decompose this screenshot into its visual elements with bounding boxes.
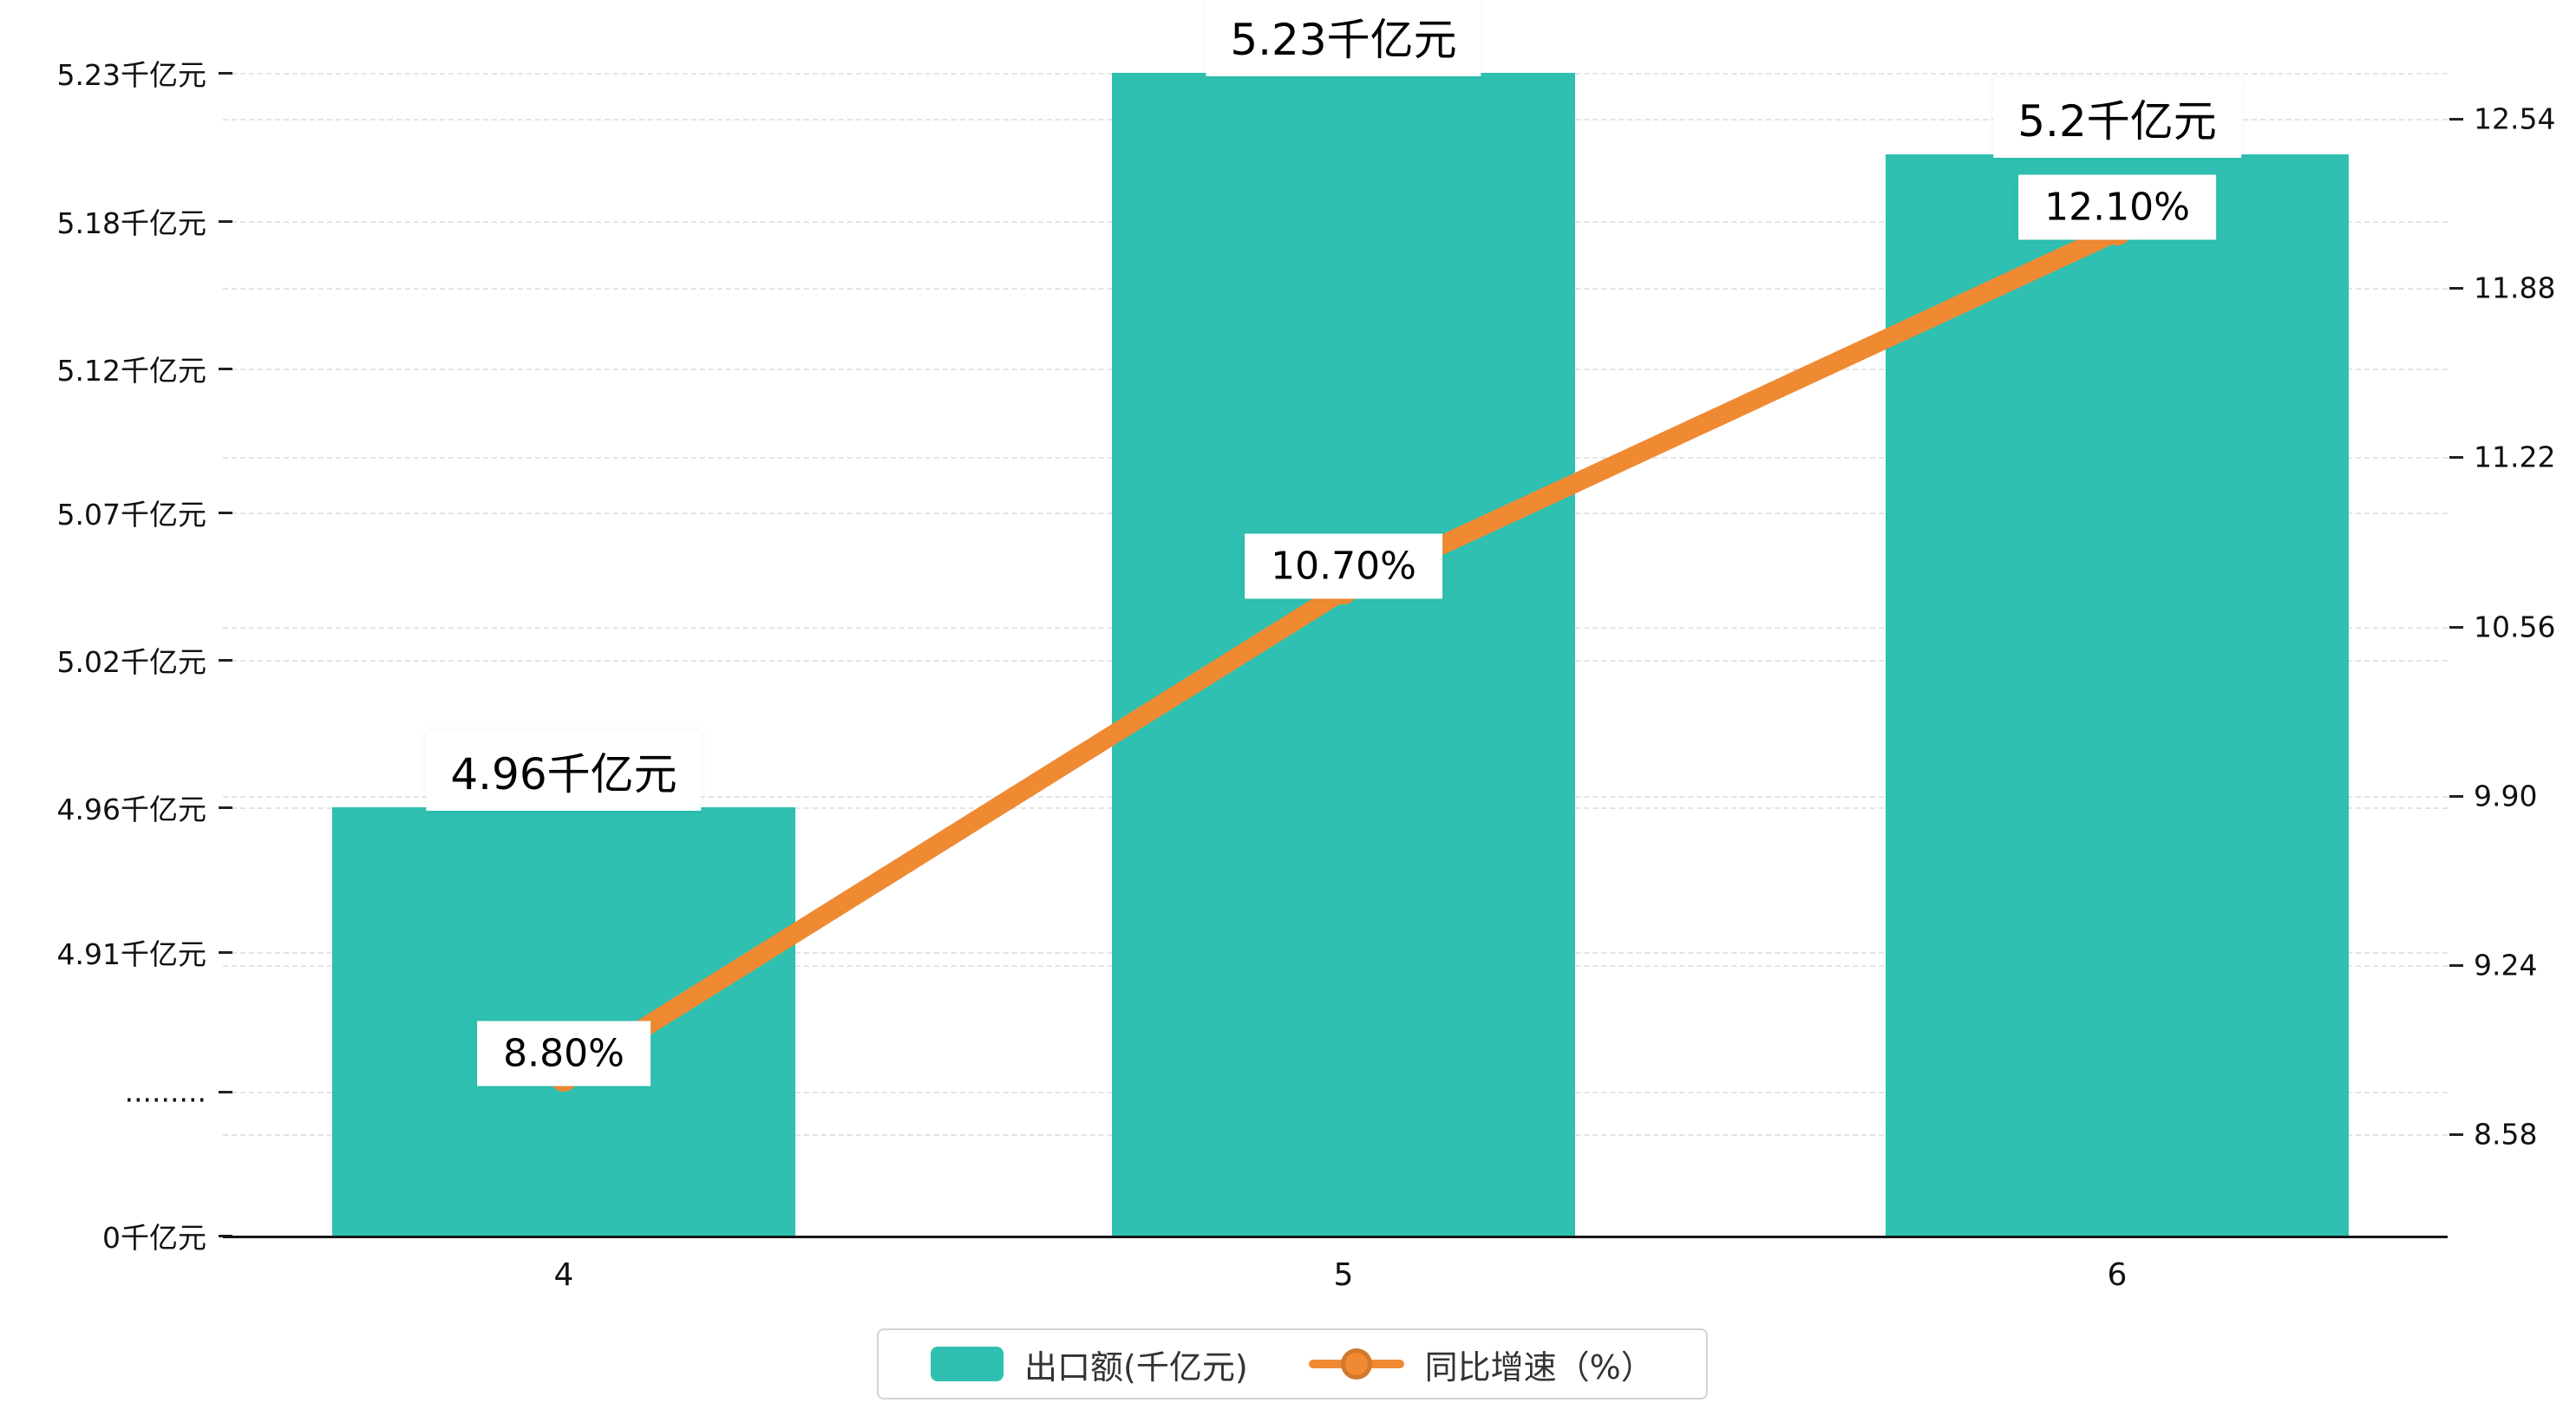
right-axis-tick-mark xyxy=(2449,964,2463,967)
right-axis-tick-label: 9.90 xyxy=(2474,779,2538,813)
x-axis-category-label: 5 xyxy=(1333,1257,1354,1293)
bar-month-6 xyxy=(1886,154,2349,1236)
right-axis-tick-label: 11.22 xyxy=(2474,440,2556,474)
x-axis-category-label: 6 xyxy=(2107,1257,2128,1293)
right-axis-tick-mark xyxy=(2449,287,2463,290)
right-axis-tick-mark xyxy=(2449,795,2463,798)
left-axis-tick-label: 0千亿元 xyxy=(102,1221,206,1255)
left-axis-tick-mark xyxy=(219,659,232,662)
right-axis-tick-label: 10.56 xyxy=(2474,610,2556,644)
x-axis-category-label: 4 xyxy=(553,1257,574,1293)
bar-value-label: 4.96千亿元 xyxy=(426,731,702,811)
left-axis-tick-mark xyxy=(219,368,232,370)
right-axis-tick-label: 12.54 xyxy=(2474,101,2556,136)
legend-label-export: 出口额(千亿元) xyxy=(1024,1347,1248,1387)
right-axis-tick-mark xyxy=(2449,456,2463,459)
right-axis-tick-mark xyxy=(2449,118,2463,121)
left-axis-tick-mark xyxy=(219,512,232,514)
left-axis-tick-mark xyxy=(219,1091,232,1093)
left-axis-tick-label: 4.91千亿元 xyxy=(56,937,206,971)
bar-value-label: 5.2千亿元 xyxy=(1993,78,2241,159)
legend-label-growth: 同比增速（%） xyxy=(1424,1347,1654,1387)
growth-line xyxy=(554,222,2127,1087)
left-axis-tick-mark xyxy=(219,951,232,954)
left-axis-tick-mark xyxy=(219,72,232,75)
bar-series-swatch-icon xyxy=(931,1347,1004,1381)
growth-value-label: 8.80% xyxy=(477,1021,651,1086)
line-series-dot-icon xyxy=(1340,1348,1372,1380)
left-axis-tick-label: 5.02千亿元 xyxy=(56,645,206,679)
right-axis-tick-label: 11.88 xyxy=(2474,271,2556,305)
left-axis-tick-label: ......... xyxy=(124,1074,206,1109)
left-axis-tick-label: 5.23千亿元 xyxy=(56,58,206,92)
bar-month-5 xyxy=(1112,73,1575,1236)
bar-value-label: 5.23千亿元 xyxy=(1206,0,1481,76)
legend: 出口额(千亿元) 同比增速（%） xyxy=(877,1328,1708,1400)
x-axis-line xyxy=(223,1236,2448,1238)
legend-item-export[interactable]: 出口额(千亿元) xyxy=(931,1341,1248,1388)
right-axis-tick-mark xyxy=(2449,626,2463,629)
line-series-marker-icon xyxy=(1308,1347,1404,1381)
right-axis-tick-mark xyxy=(2449,1133,2463,1136)
left-axis-tick-mark xyxy=(219,220,232,223)
growth-value-label: 10.70% xyxy=(1245,533,1442,599)
left-axis-tick-label: 5.07千亿元 xyxy=(56,498,206,532)
right-axis-tick-label: 8.58 xyxy=(2474,1117,2538,1152)
growth-value-label: 12.10% xyxy=(2018,174,2216,240)
right-axis-tick-label: 9.24 xyxy=(2474,948,2538,982)
legend-item-growth[interactable]: 同比增速（%） xyxy=(1308,1341,1654,1388)
left-axis-tick-label: 5.18千亿元 xyxy=(56,206,206,240)
left-axis-tick-mark xyxy=(219,806,232,809)
left-axis-tick-label: 5.12千亿元 xyxy=(56,354,206,388)
left-axis-tick-label: 4.96千亿元 xyxy=(56,793,206,826)
